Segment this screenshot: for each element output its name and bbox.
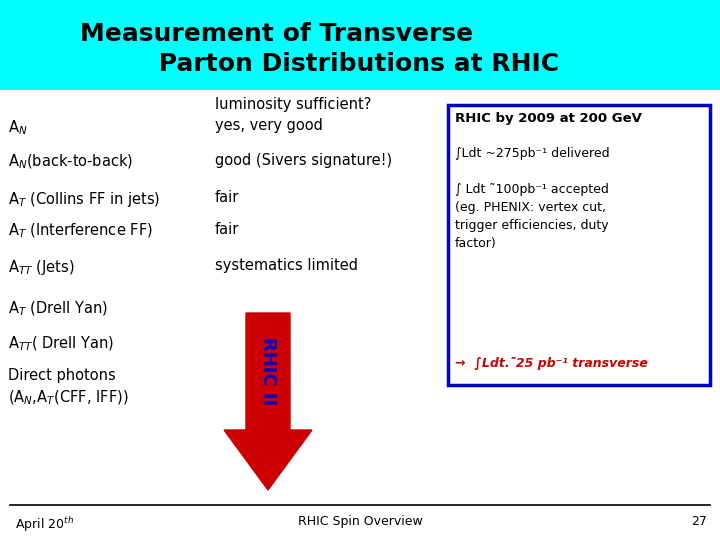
Text: fair: fair xyxy=(215,190,239,205)
Text: A$_N$(back-to-back): A$_N$(back-to-back) xyxy=(8,153,133,171)
Bar xyxy=(448,105,710,385)
Text: →  ∫Ldt.˜25 pb⁻¹ transverse: → ∫Ldt.˜25 pb⁻¹ transverse xyxy=(455,357,648,370)
Text: ∫Ldt ~275pb⁻¹ delivered: ∫Ldt ~275pb⁻¹ delivered xyxy=(455,147,610,160)
Text: systematics limited: systematics limited xyxy=(215,258,358,273)
Text: A$_{TT}$ (Jets): A$_{TT}$ (Jets) xyxy=(8,258,75,277)
Text: luminosity sufficient?: luminosity sufficient? xyxy=(215,97,372,112)
Text: Parton Distributions at RHIC: Parton Distributions at RHIC xyxy=(80,52,559,76)
Text: 27: 27 xyxy=(691,515,707,528)
Polygon shape xyxy=(224,313,312,490)
Text: April 20$^{th}$: April 20$^{th}$ xyxy=(15,515,74,534)
Text: good (Sivers signature!): good (Sivers signature!) xyxy=(215,153,392,168)
Text: yes, very good: yes, very good xyxy=(215,118,323,133)
Bar xyxy=(0,0,720,90)
Text: RHIC by 2009 at 200 GeV: RHIC by 2009 at 200 GeV xyxy=(455,112,642,125)
Text: A$_T$ (Interference FF): A$_T$ (Interference FF) xyxy=(8,222,153,240)
Text: fair: fair xyxy=(215,222,239,237)
Text: Measurement of Transverse: Measurement of Transverse xyxy=(80,22,473,46)
Text: A$_T$ (Drell Yan): A$_T$ (Drell Yan) xyxy=(8,300,108,319)
Text: Direct photons
(A$_N$,A$_T$(CFF, IFF)): Direct photons (A$_N$,A$_T$(CFF, IFF)) xyxy=(8,368,129,407)
Text: ∫ Ldt ˜100pb⁻¹ accepted
(eg. PHENIX: vertex cut,
trigger efficiencies, duty
fact: ∫ Ldt ˜100pb⁻¹ accepted (eg. PHENIX: ver… xyxy=(455,183,609,250)
Text: A$_N$: A$_N$ xyxy=(8,118,27,137)
Text: A$_{TT}$( Drell Yan): A$_{TT}$( Drell Yan) xyxy=(8,335,114,353)
Text: RHIC Spin Overview: RHIC Spin Overview xyxy=(297,515,423,528)
Text: A$_T$ (Collins FF in jets): A$_T$ (Collins FF in jets) xyxy=(8,190,161,209)
Text: RHIC II: RHIC II xyxy=(259,338,277,406)
